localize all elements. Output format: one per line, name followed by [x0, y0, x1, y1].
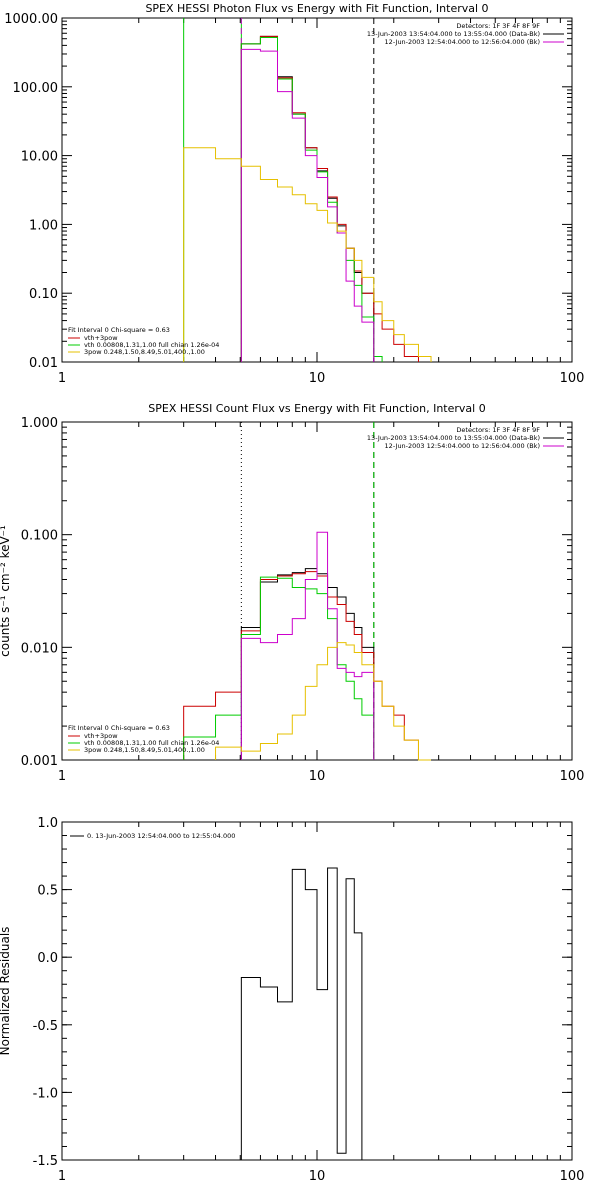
y-tick-label: 1.0 — [37, 816, 58, 831]
legend-label: vth+3pow — [84, 334, 118, 342]
x-tick-label: 1 — [58, 769, 66, 784]
y-tick-label: 0.010 — [21, 641, 58, 656]
y-tick-label: -1.5 — [33, 1154, 58, 1169]
y-tick-label: 0.001 — [21, 754, 58, 769]
x-tick-label: 10 — [309, 769, 326, 784]
series-5-histogram — [215, 642, 432, 761]
header-line: 13-Jun-2003 13:54:04.000 to 13:55:04.000… — [367, 30, 540, 38]
legend-title: Fit Interval 0 Chi-square = 0.63 — [68, 326, 170, 334]
y-tick-label: 1000.00 — [4, 12, 58, 27]
series-1-histogram — [240, 867, 363, 1160]
series-1-histogram — [240, 35, 375, 362]
y-axis-label: Normalized Residuals — [0, 927, 12, 1056]
y-tick-label: 10.00 — [21, 150, 58, 165]
series-3-histogram — [240, 37, 383, 362]
series-4-histogram — [240, 531, 375, 760]
legend-label: vth 0.00808,1.31,1.00 full chian 1.26e-0… — [84, 739, 219, 747]
plot-frame — [61, 821, 573, 1161]
y-tick-label: 0.0 — [37, 951, 58, 966]
x-tick-label: 10 — [309, 371, 326, 386]
chart-title: SPEX HESSI Photon Flux vs Energy with Fi… — [145, 2, 488, 15]
y-tick-label: 0.01 — [29, 356, 58, 371]
series-5-histogram — [183, 147, 432, 362]
y-tick-label: -0.5 — [33, 1019, 58, 1034]
x-tick-label: 10 — [309, 1169, 326, 1184]
x-tick-label: 1 — [58, 371, 66, 386]
header-line: Detectors: 1F 3F 4F 8F 9F — [456, 426, 540, 434]
legend-label: 0. 13-Jun-2003 12:54:04.000 to 12:55:04.… — [87, 832, 235, 840]
chart-panel-1: SPEX HESSI Photon Flux vs Energy with Fi… — [4, 2, 584, 386]
y-tick-label: 0.100 — [21, 529, 58, 544]
header-line: 12-Jun-2003 12:54:04.000 to 12:56:04.000… — [385, 442, 540, 450]
plot-frame — [61, 17, 573, 363]
y-tick-label: 100.00 — [13, 81, 59, 96]
legend-label: 3pow 0.248,1.50,8.49,5.01,400.,1.00 — [84, 348, 205, 356]
chart-panel-2: SPEX HESSI Count Flux vs Energy with Fit… — [0, 402, 584, 784]
chart-panel-3: Normalized Residuals 1 10 100 -1.5 -1.0 -0.5 0.… — [0, 816, 584, 1184]
series-2-histogram — [240, 35, 419, 362]
y-tick-label: 1.00 — [29, 218, 58, 233]
series-1-histogram — [240, 568, 375, 760]
chart-title: SPEX HESSI Count Flux vs Energy with Fit… — [148, 402, 485, 415]
legend-label: vth+3pow — [84, 732, 118, 740]
y-tick-label: 1.000 — [21, 416, 58, 431]
y-tick-label: -1.0 — [33, 1086, 58, 1101]
y-tick-label: 0.10 — [29, 287, 58, 302]
legend-title: Fit Interval 0 Chi-square = 0.63 — [68, 724, 170, 732]
header-line: Detectors: 1F 3F 4F 8F 9F — [456, 22, 540, 30]
series-4-histogram — [240, 48, 375, 362]
series-2-histogram — [183, 571, 419, 760]
y-axis-label: counts s⁻¹ cm⁻² keV⁻¹ — [0, 525, 12, 657]
legend-label: 3pow 0.248,1.50,8.49,5.01,400.,1.00 — [84, 746, 205, 754]
x-tick-label: 100 — [560, 1169, 585, 1184]
x-tick-label: 100 — [560, 769, 585, 784]
y-tick-label: 0.5 — [37, 884, 58, 899]
header-line: 12-Jun-2003 12:54:04.000 to 12:56:04.000… — [385, 38, 540, 46]
header-line: 13-Jun-2003 13:54:04.000 to 13:55:04.000… — [367, 434, 540, 442]
x-tick-label: 100 — [560, 371, 585, 386]
legend-label: vth 0.00808,1.31,1.00 full chian 1.26e-0… — [84, 341, 219, 349]
x-tick-label: 1 — [58, 1169, 66, 1184]
